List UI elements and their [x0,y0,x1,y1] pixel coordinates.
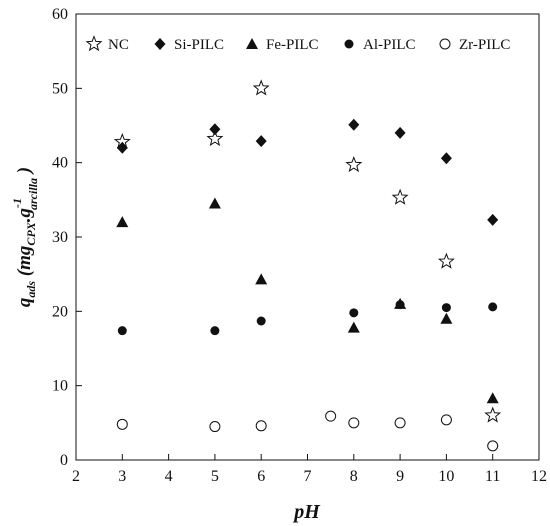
x-tick-label: 6 [257,468,265,485]
y-axis-q-sub: ads [24,281,38,298]
legend-marker-al-pilc [344,39,354,49]
point-fe-pilc [116,216,129,228]
point-fe-pilc [440,312,453,324]
y-axis-unit-mid: .g [14,208,35,222]
y-tick-label: 60 [52,6,68,23]
legend-label-si-pilc: Si-PILC [174,37,224,53]
y-tick-label: 20 [52,303,68,320]
y-axis-unit-open: (mg [14,246,35,281]
point-al-pilc [210,326,220,336]
y-axis-title: qads (mgCPX.g-1 arcilla ) [10,167,40,307]
point-fe-pilc [255,273,268,285]
y-axis-unit-sup: -1 [10,198,24,208]
point-si-pilc [487,213,499,226]
legend-marker-zr-pilc [439,38,451,50]
point-zr-pilc [440,414,452,426]
point-zr-pilc [209,421,221,433]
x-axis-title: pH [292,501,321,523]
point-al-pilc [395,300,405,310]
point-nc [252,79,270,96]
legend-label-fe-pilc: Fe-PILC [266,37,319,53]
legend: NC Si-PILC Fe-PILC Al-PILC Zr-PILC [85,35,510,53]
point-nc [391,188,409,205]
x-tick-label: 12 [531,468,547,485]
x-tick-label: 10 [438,468,454,485]
data-markers [113,79,502,452]
axis-ticks: 2 3 4 5 6 7 8 9 10 11 12 0 10 20 30 40 50 60 [52,6,547,485]
y-axis-unit-sub2: arcilla [26,178,40,210]
y-axis-unit-sub1: CPX [24,221,38,245]
point-fe-pilc [347,321,360,333]
point-zr-pilc [325,410,337,422]
point-si-pilc [440,152,452,165]
point-fe-pilc [208,197,221,209]
legend-marker-nc [85,35,103,52]
point-zr-pilc [394,417,406,429]
point-al-pilc [256,316,266,326]
point-nc [345,156,363,173]
point-zr-pilc [348,417,360,429]
point-nc [206,129,224,147]
legend-label-al-pilc: Al-PILC [363,37,416,53]
legend-label-zr-pilc: Zr-PILC [459,37,510,53]
y-tick-label: 40 [52,155,68,172]
point-si-pilc [116,141,128,154]
point-si-pilc [394,126,406,139]
point-zr-pilc [487,440,499,452]
x-tick-label: 8 [350,468,358,485]
plot-frame [75,13,540,461]
point-si-pilc [209,123,221,136]
x-tick-label: 4 [165,468,173,485]
point-nc [484,406,502,423]
legend-label-nc: NC [108,37,129,53]
point-al-pilc [488,302,498,312]
point-fe-pilc [486,392,499,404]
x-tick-label: 11 [485,468,500,485]
y-axis-q: q [14,297,35,307]
legend-marker-fe-pilc [246,38,258,49]
point-si-pilc [348,118,360,131]
x-tick-label: 7 [304,468,312,485]
point-al-pilc [117,326,127,336]
legend-marker-si-pilc [154,38,166,50]
y-axis-unit-close: ) [14,167,35,178]
y-tick-label: 0 [60,452,68,469]
point-al-pilc [349,308,359,318]
point-si-pilc [255,135,267,148]
x-tick-label: 3 [118,468,126,485]
x-tick-label: 5 [211,468,219,485]
x-tick-label: 2 [72,468,80,485]
y-tick-label: 10 [52,378,68,395]
x-tick-label: 9 [396,468,404,485]
point-nc [437,252,455,269]
point-zr-pilc [116,418,128,430]
y-tick-label: 50 [52,80,68,97]
point-al-pilc [441,303,451,313]
point-zr-pilc [255,420,267,432]
y-tick-label: 30 [52,229,68,246]
